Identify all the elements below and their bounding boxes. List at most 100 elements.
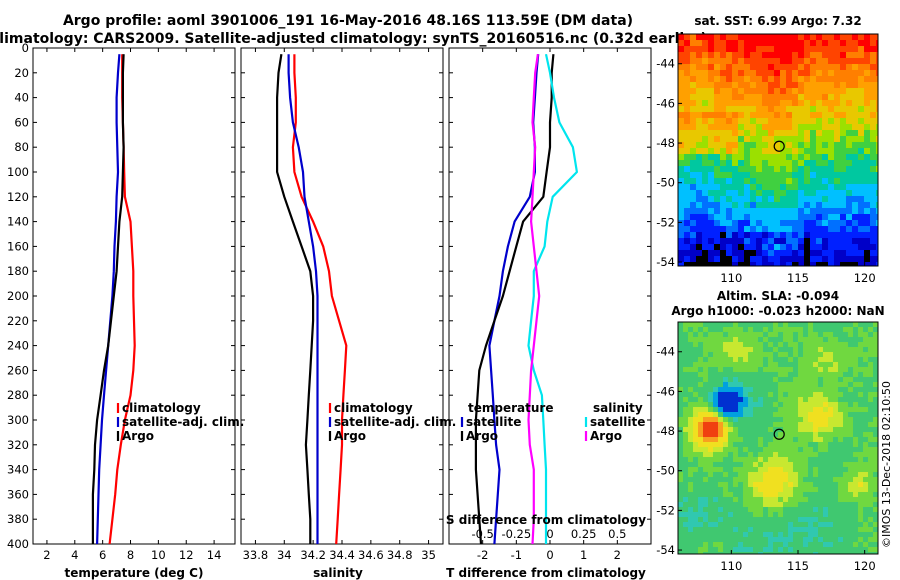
sla-cell xyxy=(803,447,808,452)
sla-cell xyxy=(728,482,733,487)
sla-cell xyxy=(858,322,863,327)
sla-cell xyxy=(743,472,748,477)
sla-cell xyxy=(708,492,713,497)
sla-cell xyxy=(693,457,698,462)
sla-cell xyxy=(808,542,813,547)
sla-cell xyxy=(788,512,793,517)
sla-cell xyxy=(738,507,743,512)
sla-cell xyxy=(748,422,753,427)
sla-cell xyxy=(873,407,878,412)
sla-cell xyxy=(858,422,863,427)
sst-cell xyxy=(804,112,810,118)
sla-cell xyxy=(853,517,858,522)
sla-cell xyxy=(843,512,848,517)
sst-cell xyxy=(858,40,864,46)
sla-cell xyxy=(863,542,868,547)
sst-cell xyxy=(720,40,726,46)
sla-cell xyxy=(813,532,818,537)
sla-cell xyxy=(778,447,783,452)
sst-cell xyxy=(696,208,702,214)
sla-cell xyxy=(733,427,738,432)
sst-cell xyxy=(750,262,756,266)
sla-cell xyxy=(723,467,728,472)
sla-cell xyxy=(768,547,773,552)
sst-cell xyxy=(822,118,828,124)
sst-cell xyxy=(846,94,852,100)
sst-cell xyxy=(768,256,774,262)
sst-cell xyxy=(738,46,744,52)
sst-cell xyxy=(750,70,756,76)
sla-cell xyxy=(768,347,773,352)
sla-cell xyxy=(743,522,748,527)
sla-cell xyxy=(743,422,748,427)
sst-cell xyxy=(720,190,726,196)
sla-cell xyxy=(693,552,698,554)
sla-cell xyxy=(733,457,738,462)
sst-cell xyxy=(732,124,738,130)
sla-cell xyxy=(758,347,763,352)
sla-cell xyxy=(703,447,708,452)
sla-cell xyxy=(733,417,738,422)
depth-tick-label: 260 xyxy=(7,363,29,377)
sst-cell xyxy=(762,100,768,106)
sst-cell xyxy=(678,154,684,160)
sla-cell xyxy=(723,322,728,327)
sst-cell xyxy=(792,244,798,250)
sla-cell xyxy=(858,452,863,457)
sla-cell xyxy=(833,457,838,462)
sla-cell xyxy=(813,377,818,382)
sla-cell xyxy=(808,522,813,527)
sla-cell xyxy=(693,322,698,327)
sla-cell xyxy=(773,357,778,362)
sst-cell xyxy=(786,190,792,196)
sla-cell xyxy=(853,522,858,527)
sst-cell xyxy=(804,58,810,64)
sla-cell xyxy=(743,352,748,357)
sla-cell xyxy=(853,472,858,477)
sla-cell xyxy=(763,392,768,397)
sla-cell xyxy=(703,497,708,502)
sst-cell xyxy=(684,148,690,154)
sla-cell xyxy=(718,542,723,547)
sst-cell xyxy=(810,94,816,100)
sla-cell xyxy=(753,452,758,457)
sst-cell xyxy=(762,76,768,82)
sla-cell xyxy=(803,512,808,517)
sst-cell xyxy=(744,100,750,106)
sla-cell xyxy=(703,352,708,357)
sla-cell xyxy=(773,477,778,482)
sst-cell xyxy=(810,82,816,88)
sla-cell xyxy=(683,492,688,497)
sst-cell xyxy=(726,142,732,148)
sla-cell xyxy=(803,367,808,372)
sla-cell xyxy=(828,362,833,367)
sla-cell xyxy=(693,327,698,332)
sst-cell xyxy=(774,220,780,226)
sst-cell xyxy=(870,40,876,46)
sla-cell xyxy=(683,412,688,417)
sla-cell xyxy=(793,432,798,437)
sla-cell xyxy=(813,372,818,377)
sst-cell xyxy=(738,184,744,190)
sla-cell xyxy=(708,357,713,362)
sla-cell xyxy=(693,452,698,457)
sla-cell xyxy=(833,497,838,502)
sst-cell xyxy=(774,100,780,106)
sla-cell xyxy=(678,482,683,487)
sla-cell xyxy=(703,537,708,542)
sla-cell xyxy=(768,507,773,512)
sla-cell xyxy=(708,327,713,332)
sla-cell xyxy=(748,362,753,367)
sla-cell xyxy=(678,427,683,432)
sst-cell xyxy=(696,106,702,112)
sla-cell xyxy=(863,397,868,402)
sst-cell xyxy=(828,70,834,76)
sst-cell xyxy=(678,208,684,214)
sla-cell xyxy=(778,467,783,472)
sst-cell xyxy=(702,262,708,266)
sla-cell xyxy=(758,502,763,507)
sla-cell xyxy=(723,367,728,372)
sst-cell xyxy=(828,88,834,94)
sst-cell xyxy=(702,244,708,250)
sst-cell xyxy=(798,64,804,70)
